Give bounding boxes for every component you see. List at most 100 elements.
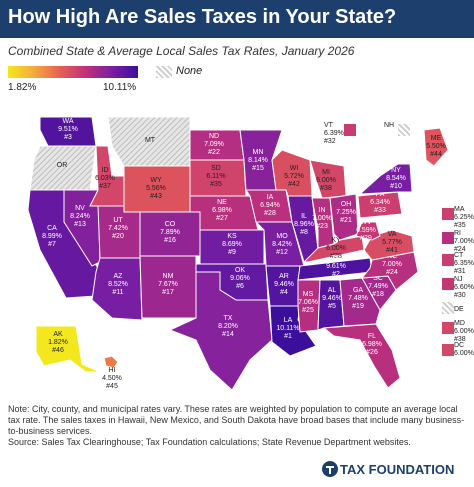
state-label-tx-rate: 8.20% (218, 323, 238, 330)
state-label-ia-abbr: IA (267, 194, 274, 201)
state-label-sd-rank: #35 (210, 181, 222, 188)
state-label-ne-rate: 6.98% (212, 207, 232, 214)
state-label-nv-rank: #13 (74, 221, 86, 228)
state-nc (360, 251, 419, 291)
state-label-tn-abbr: TN (331, 255, 340, 262)
state-label-oh-abbr: OH (341, 201, 352, 208)
state-label-ut-rank: #20 (112, 233, 124, 240)
state-label-ia-rank: #28 (264, 210, 276, 217)
state-label-or-abbr: OR (57, 162, 68, 169)
state-label-mn-abbr: MN (253, 149, 264, 156)
state-label-wy-rank: #43 (150, 193, 162, 200)
state-label-ne-rank: #27 (216, 215, 228, 222)
state-label-nv-abbr: NV (75, 205, 85, 212)
state-label-ar-abbr: AR (279, 273, 289, 280)
state-label-id-abbr: ID (102, 167, 109, 174)
state-label-ne-abbr: NE (217, 199, 227, 206)
state-label-mi-rate: 6.00% (316, 177, 336, 184)
state-label-hi-abbr: HI (109, 367, 116, 374)
state-label-hi-rate: 4.50% (102, 375, 122, 382)
ne-swatch-md (442, 322, 454, 334)
title-bar (0, 0, 474, 38)
ne-label-ct: CT 6.35% #31 (454, 252, 474, 276)
state-label-me-abbr: ME (431, 135, 442, 142)
legend-max-label: 10.11% (103, 82, 137, 93)
footer-source: Source: Sales Tax Clearinghouse; Tax Fou… (8, 437, 411, 447)
state-label-ok-abbr: OK (235, 267, 245, 274)
ne-label-md-abbr: MD (454, 320, 465, 327)
state-label-ks-abbr: KS (227, 233, 237, 240)
ne-label-ct-rate: 6.35% (454, 260, 474, 267)
state-label-tn-rank: #2 (332, 271, 340, 278)
state-label-co-rate: 7.89% (160, 229, 180, 236)
state-tx (168, 271, 273, 391)
state-label-va-abbr: VA (388, 231, 397, 238)
state-label-mo-rate: 8.42% (272, 241, 292, 248)
state-label-id-rate: 6.03% (95, 175, 115, 182)
state-label-ny-rate: 8.54% (386, 175, 406, 182)
state-label-ar-rate: 9.46% (274, 281, 294, 288)
state-label-ga-abbr: GA (353, 287, 363, 294)
state-pa (357, 191, 403, 219)
ne-label-ma-abbr: MA (454, 206, 465, 213)
ne-label-md-rate: 6.00% (454, 328, 474, 335)
state-label-nv-rate: 8.24% (70, 213, 90, 220)
state-label-al-abbr: AL (328, 287, 337, 294)
state-label-pa-rate: 6.34% (370, 199, 390, 206)
state-label-il-rank: #8 (300, 229, 308, 236)
state-label-ga-rank: #19 (352, 303, 364, 310)
ne-label-ma-rate: 6.25% (454, 214, 474, 221)
state-label-wi-abbr: WI (290, 165, 299, 172)
state-wv (355, 221, 381, 241)
state-label-nm-abbr: NM (163, 273, 174, 280)
state-label-wa-rank: #3 (64, 134, 72, 141)
ne-swatch-ct (442, 254, 454, 266)
state-label-nm-rank: #17 (162, 289, 174, 296)
state-label-nd-rate: 7.09% (204, 141, 224, 148)
state-label-al-rate: 9.46% (322, 295, 342, 302)
state-label-fl-abbr: FL (368, 333, 376, 340)
state-label-mo-abbr: MO (276, 233, 288, 240)
state-label-ky-rate: 6.00% (326, 245, 346, 252)
state-fl (322, 323, 401, 389)
state-label-nm-rate: 7.67% (158, 281, 178, 288)
state-label-ks-rate: 8.69% (222, 241, 242, 248)
ne-label-vt-rank: #32 (324, 138, 336, 145)
state-label-ok-rate: 9.06% (230, 275, 250, 282)
state-label-az-rank: #11 (112, 289, 123, 296)
state-label-ny-abbr: NY (391, 167, 401, 174)
state-ms (297, 279, 321, 333)
state-label-nc-rank: #24 (386, 269, 398, 276)
state-label-mo-rank: #12 (276, 249, 288, 256)
state-label-ak-rate: 1.82% (48, 339, 68, 346)
legend-min-label: 1.82% (8, 82, 37, 93)
state-ga (339, 277, 381, 327)
state-label-ak-rank: #46 (52, 347, 64, 354)
ne-label-de: DE (454, 306, 464, 314)
ne-label-nj-abbr: NJ (454, 276, 463, 283)
state-ak (35, 325, 101, 373)
ne-label-nj-rank: #30 (454, 292, 466, 299)
state-label-tx-rank: #14 (222, 331, 234, 338)
state-label-nd-rank: #22 (208, 149, 220, 156)
state-label-ky-abbr: KY (331, 237, 341, 244)
ne-label-ri: RI 7.00% #24 (454, 230, 474, 254)
state-label-il-abbr: IL (301, 213, 307, 220)
state-label-in-rank: #23 (316, 223, 328, 230)
state-label-wy-rate: 5.56% (146, 185, 166, 192)
state-label-in-rate: 7.00% (312, 215, 332, 222)
state-label-az-rate: 8.52% (108, 281, 128, 288)
ne-label-md-rank: #38 (454, 336, 466, 343)
ne-label-vt: VT 6.39% #32 (324, 122, 344, 146)
ne-swatch-vt (344, 124, 356, 136)
state-label-ut-rate: 7.42% (108, 225, 128, 232)
state-label-la-rank: #1 (284, 333, 292, 340)
state-label-ca-rate: 8.99% (42, 233, 62, 240)
ne-label-ma-rank: #35 (454, 222, 466, 229)
ne-label-nj: NJ 6.60% #30 (454, 276, 474, 300)
state-label-ca-rank: #7 (48, 241, 56, 248)
ne-label-vt-abbr: VT (324, 122, 333, 129)
state-label-il-rate: 8.96% (294, 221, 314, 228)
state-hi (103, 355, 119, 369)
state-label-ca-abbr: CA (47, 225, 57, 232)
